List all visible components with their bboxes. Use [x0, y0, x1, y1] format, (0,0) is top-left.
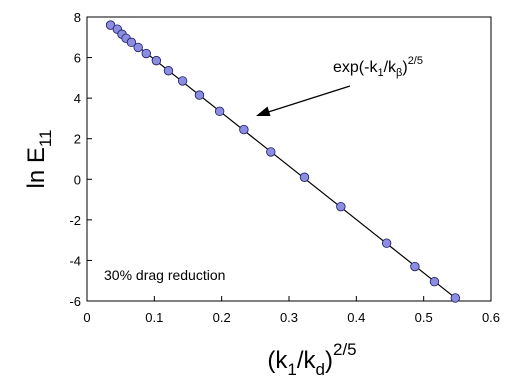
x-axis-title-sub1: 1: [287, 360, 296, 379]
x-tick-label: 0.1: [145, 310, 163, 325]
x-tick-label: 0.4: [347, 310, 365, 325]
data-point: [381, 238, 392, 248]
annotation-close: ): [402, 59, 407, 76]
annotation-mid: /k: [384, 59, 397, 76]
data-point: [429, 277, 440, 287]
annotation-sup: 2/5: [408, 55, 423, 67]
data-point: [141, 48, 151, 59]
y-tick-label: -6: [69, 294, 81, 309]
x-tick-label: 0: [83, 310, 90, 325]
x-axis-title-sup: 2/5: [333, 340, 357, 359]
y-tick-label: 2: [74, 132, 81, 147]
x-axis-tick-labels: 0 0.1 0.2 0.3 0.4 0.5 0.6: [83, 310, 500, 325]
data-point: [450, 293, 461, 303]
data-point: [336, 201, 346, 212]
x-tick-label: 0.2: [213, 310, 231, 325]
annotation-arrow-shaft: [261, 85, 351, 115]
x-axis-title-mid: /k: [297, 347, 317, 374]
x-axis-title-main: (k: [267, 347, 288, 374]
x-tick-label: 0.5: [415, 310, 433, 325]
data-point: [126, 37, 137, 48]
y-axis-title: ln E11: [23, 129, 55, 188]
y-tick-label: 6: [74, 51, 81, 66]
annotation-sub2: β: [396, 67, 402, 79]
note-text: 30% drag reduction: [104, 267, 225, 283]
data-point: [299, 172, 310, 182]
y-axis-title-sub: 11: [36, 129, 55, 147]
data-point: [194, 90, 205, 100]
x-axis-title-close: ): [325, 347, 333, 374]
y-tick-label: 0: [74, 172, 81, 187]
y-axis-tick-labels: 8 6 4 2 0 -2 -4 -6: [69, 10, 81, 309]
y-axis-ticks: [87, 16, 92, 302]
y-tick-label: 4: [74, 91, 81, 106]
data-point: [105, 20, 116, 30]
annotation-sub1: 1: [377, 67, 383, 79]
x-tick-label: 0.3: [280, 310, 298, 325]
x-tick-label: 0.6: [482, 310, 500, 325]
x-axis-ticks: [86, 296, 492, 301]
data-point: [214, 106, 225, 117]
y-axis-title-main: ln E: [23, 147, 50, 188]
data-point: [239, 124, 249, 135]
y-tick-label: -4: [69, 253, 81, 268]
annotation-main: exp(-k: [333, 59, 378, 76]
data-point: [163, 66, 174, 76]
y-tick-label: 8: [74, 10, 81, 25]
x-axis-title: (k1/kd)2/5: [267, 340, 356, 379]
annotation-arrow-head: [256, 106, 271, 116]
y-tick-label: -2: [69, 213, 81, 228]
data-point: [133, 42, 143, 53]
data-point: [151, 55, 162, 66]
data-point: [177, 76, 188, 86]
annotation-label: exp(-k1/kβ)2/5: [333, 55, 423, 79]
plot-frame: [86, 16, 492, 302]
data-points: [105, 20, 461, 303]
data-point: [266, 147, 276, 157]
data-point: [410, 261, 420, 272]
x-axis-title-sub2: d: [316, 360, 325, 379]
